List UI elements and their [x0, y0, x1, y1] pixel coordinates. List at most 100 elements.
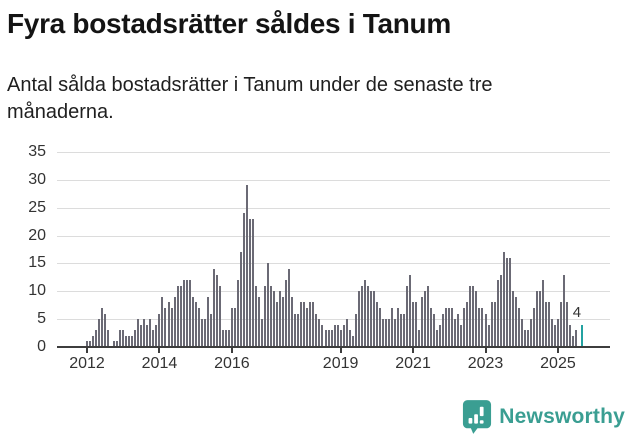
bar-month — [276, 302, 279, 347]
bar-month — [387, 319, 390, 347]
bar-month — [472, 286, 475, 347]
bar-month — [427, 286, 430, 347]
bar-month — [393, 319, 396, 347]
bar-month — [333, 325, 336, 347]
bar-month — [375, 302, 378, 347]
bar-month — [146, 325, 149, 347]
bar-month — [412, 302, 415, 347]
bar-month — [206, 297, 209, 347]
bar-month — [384, 319, 387, 347]
bar-month — [541, 280, 544, 347]
x-axis-tick — [158, 348, 161, 353]
bar-month — [125, 336, 128, 347]
x-axis-tick — [556, 348, 559, 353]
bar-month — [113, 341, 116, 347]
bar-month — [197, 308, 200, 347]
bar-month — [86, 341, 88, 347]
bar-month — [221, 330, 224, 347]
bar-month — [270, 286, 273, 347]
bar-month — [330, 330, 333, 347]
bar-month — [421, 297, 424, 347]
gridline — [57, 319, 610, 321]
bar-month — [288, 269, 291, 347]
bar-month — [535, 291, 538, 347]
bar-month — [566, 302, 569, 347]
bar-month — [360, 286, 363, 347]
bar-month — [249, 219, 252, 347]
bar-month — [538, 291, 541, 347]
bar-month — [233, 308, 236, 347]
bar-month — [463, 308, 466, 347]
bar-month — [547, 302, 550, 347]
bar-month — [89, 341, 92, 347]
bar-month — [167, 302, 170, 347]
bar-month — [242, 213, 245, 347]
bar-month — [496, 280, 499, 347]
bar-month — [563, 275, 565, 347]
x-axis-tick — [484, 348, 487, 353]
x-axis-year-label: 2014 — [141, 355, 178, 372]
bar-month — [191, 297, 194, 347]
bar-month — [345, 319, 348, 347]
x-axis-year-label: 2019 — [322, 355, 359, 372]
bar-month — [466, 302, 469, 347]
bar-month — [475, 291, 478, 347]
bar-month — [478, 308, 481, 347]
chart-subtitle: Antal sålda bostadsrätter i Tanum under … — [7, 74, 493, 123]
bar-month — [448, 308, 451, 347]
bar-month — [182, 280, 185, 347]
bar-month — [227, 330, 230, 347]
bar-month — [122, 330, 125, 347]
gridline — [57, 207, 610, 209]
bar-highlighted-latest — [581, 325, 584, 347]
bar-month — [348, 330, 351, 347]
bar-month — [366, 286, 369, 347]
bar-month — [291, 297, 294, 347]
bar-month — [282, 297, 285, 347]
bar-month — [399, 314, 402, 347]
bar-month — [161, 297, 164, 347]
bar-month — [152, 330, 155, 347]
bar-month — [484, 314, 487, 347]
x-axis-line — [57, 346, 610, 348]
x-axis-tick — [412, 348, 415, 353]
bar-month — [107, 330, 110, 347]
bar-month — [526, 330, 529, 347]
x-axis-year-label: 2025 — [540, 355, 576, 372]
bar-month — [520, 319, 523, 347]
bar-month — [116, 341, 119, 347]
bar-month — [252, 219, 255, 347]
bar-month — [499, 275, 502, 347]
bar-month — [454, 319, 457, 347]
bar-month — [200, 319, 203, 347]
bar-month — [267, 263, 270, 347]
bar-month — [354, 314, 357, 347]
bar-month — [372, 291, 375, 347]
bar-month — [312, 302, 315, 347]
bar-month — [119, 330, 122, 347]
bar-month — [575, 330, 578, 347]
bar-month — [215, 275, 218, 347]
bar-month — [224, 330, 227, 347]
bar-month — [342, 325, 345, 347]
bar-month — [442, 314, 445, 347]
bar-month — [550, 319, 553, 347]
bar-month — [523, 330, 526, 347]
bar-month — [236, 280, 239, 347]
bar-month — [188, 280, 191, 347]
bar-month — [457, 314, 460, 347]
x-axis-year-label: 2023 — [467, 355, 504, 372]
bar-month — [101, 308, 104, 347]
bar-month — [508, 258, 511, 347]
gridline — [57, 235, 610, 237]
x-axis-year-label: 2016 — [214, 355, 250, 372]
bar-month — [143, 319, 146, 347]
bar-month — [261, 319, 264, 347]
bar-month — [194, 302, 197, 347]
bar-month — [92, 336, 95, 347]
bar-month — [98, 319, 101, 347]
bar-month — [300, 302, 303, 347]
gridline — [57, 291, 610, 293]
y-axis-tick-label: 35 — [28, 143, 46, 160]
